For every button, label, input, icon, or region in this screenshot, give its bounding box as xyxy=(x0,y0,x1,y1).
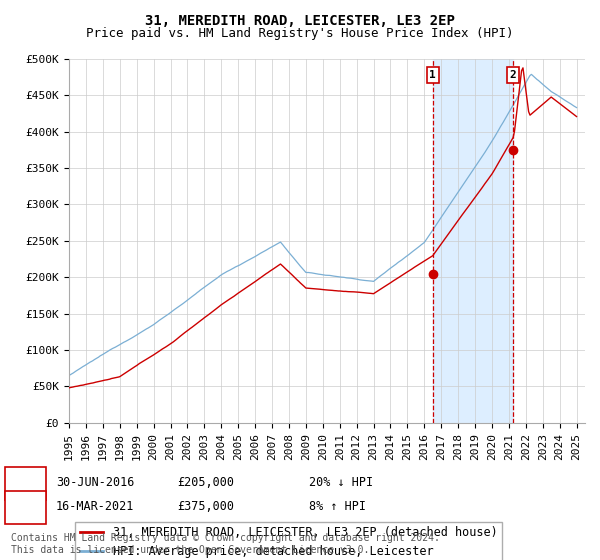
Text: 20% ↓ HPI: 20% ↓ HPI xyxy=(309,476,373,489)
Text: £205,000: £205,000 xyxy=(177,476,234,489)
Text: 31, MEREDITH ROAD, LEICESTER, LE3 2EP: 31, MEREDITH ROAD, LEICESTER, LE3 2EP xyxy=(145,14,455,28)
Text: 30-JUN-2016: 30-JUN-2016 xyxy=(56,476,134,489)
Text: Contains HM Land Registry data © Crown copyright and database right 2024.
This d: Contains HM Land Registry data © Crown c… xyxy=(11,533,440,555)
Bar xyxy=(433,59,513,423)
Text: 2: 2 xyxy=(22,500,29,514)
Text: £375,000: £375,000 xyxy=(177,500,234,514)
Legend: 31, MEREDITH ROAD, LEICESTER, LE3 2EP (detached house), HPI: Average price, deta: 31, MEREDITH ROAD, LEICESTER, LE3 2EP (d… xyxy=(75,521,502,560)
Text: Price paid vs. HM Land Registry's House Price Index (HPI): Price paid vs. HM Land Registry's House … xyxy=(86,27,514,40)
Text: 1: 1 xyxy=(430,70,436,80)
Text: 1: 1 xyxy=(22,476,29,489)
Text: 2: 2 xyxy=(510,70,517,80)
Text: 8% ↑ HPI: 8% ↑ HPI xyxy=(309,500,366,514)
Text: 16-MAR-2021: 16-MAR-2021 xyxy=(56,500,134,514)
